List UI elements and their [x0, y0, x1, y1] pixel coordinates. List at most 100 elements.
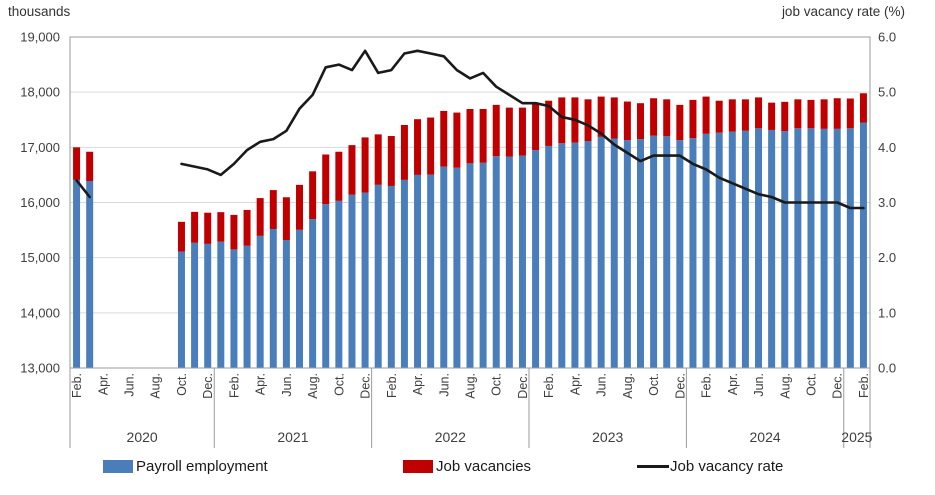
bar-job-vacancies: [348, 145, 356, 195]
bar-job-vacancies: [610, 97, 618, 139]
bar-payroll-employment: [361, 192, 369, 368]
year-label: 2025: [841, 429, 872, 445]
month-tick-label: Feb.: [385, 373, 399, 398]
right-axis-tick-label: 3.0: [878, 195, 896, 210]
bar-payroll-employment: [269, 228, 277, 368]
bar-job-vacancies: [755, 97, 763, 129]
left-axis-tick-label: 13,000: [20, 361, 60, 376]
bar-job-vacancies: [427, 117, 435, 175]
bar-payroll-employment: [781, 131, 789, 368]
job-vacancy-rate-line: [75, 49, 865, 210]
bar-payroll-employment: [414, 174, 422, 368]
right-axis-tick-label: 4.0: [878, 140, 896, 155]
payroll-employment-swatch: [103, 459, 133, 473]
bar-payroll-employment: [204, 243, 212, 368]
month-tick-label: Apr.: [411, 373, 425, 395]
bar-job-vacancies: [86, 151, 94, 181]
bar-job-vacancies: [374, 134, 382, 185]
bar-payroll-employment: [427, 174, 435, 368]
bar-payroll-employment: [479, 162, 487, 368]
chart-canvas: 2020 2021 2022 2023 2024 2025 Feb. Apr. Jun. Aug.…: [20, 30, 896, 448]
left-axis-tick-label: 17,000: [20, 140, 60, 155]
bar-job-vacancies: [689, 99, 697, 139]
legend-item-job-vacancy-rate: Job vacancy rate: [637, 456, 783, 476]
plot-border: [69, 36, 871, 369]
month-tick-label: Oct.: [490, 373, 504, 396]
bar-job-vacancies: [440, 110, 448, 167]
bar-payroll-employment: [610, 138, 618, 368]
bar-job-vacancies: [322, 154, 330, 205]
bar-job-vacancies: [479, 108, 487, 163]
bar-payroll-employment: [755, 128, 763, 368]
left-axis-tick-label: 15,000: [20, 250, 60, 265]
bar-payroll-employment: [335, 200, 343, 368]
right-axis-tick-label: 5.0: [878, 85, 896, 100]
bar-payroll-employment: [768, 129, 776, 368]
month-tick-label: Aug.: [306, 373, 320, 399]
bar-payroll-employment: [453, 167, 461, 368]
month-tick-label: Jun.: [437, 373, 451, 397]
bar-job-vacancies: [623, 101, 631, 141]
bar-job-vacancies: [846, 98, 854, 129]
month-tick-label: Aug.: [464, 373, 478, 399]
month-tick-label: Apr.: [568, 373, 582, 395]
bar-payroll-employment: [584, 140, 592, 368]
bar-job-vacancies: [269, 190, 277, 229]
legend-item-payroll-employment: Payroll employment: [103, 456, 268, 476]
bar-job-vacancies: [230, 214, 238, 250]
month-tick-label: Dec.: [673, 373, 687, 399]
bar-payroll-employment: [702, 133, 710, 368]
bar-payroll-employment: [466, 163, 474, 368]
bar-payroll-employment: [558, 143, 566, 368]
bar-job-vacancies: [505, 107, 513, 157]
bar-job-vacancies: [650, 98, 658, 136]
bar-job-vacancies: [335, 151, 343, 201]
bar-payroll-employment: [715, 132, 723, 368]
bar-job-vacancies: [676, 104, 684, 141]
bar-job-vacancies: [781, 101, 789, 132]
month-tick-label: Aug.: [149, 373, 163, 399]
year-label: 2023: [592, 429, 623, 445]
month-tick-label: Dec.: [516, 373, 530, 399]
month-tick-label: Dec.: [359, 373, 373, 399]
bar-payroll-employment: [571, 142, 579, 368]
month-tick-label: Jun.: [280, 373, 294, 397]
month-tick-label: Feb.: [542, 373, 556, 398]
bar-job-vacancies: [715, 100, 723, 133]
bar-payroll-employment: [374, 184, 382, 368]
bar-payroll-employment: [676, 140, 684, 368]
bar-job-vacancies: [177, 221, 185, 252]
right-axis-tick-label: 2.0: [878, 250, 896, 265]
month-tick-label: Feb.: [70, 373, 84, 398]
bar-payroll-employment: [256, 235, 264, 368]
bar-job-vacancies: [243, 209, 251, 246]
legend-item-job-vacancies: Job vacancies: [403, 456, 531, 476]
right-axis-tick-label: 6.0: [878, 30, 896, 45]
month-tick-label: Jun.: [752, 373, 766, 397]
left-axis-tick-label: 14,000: [20, 305, 60, 320]
month-tick-label: Oct.: [647, 373, 661, 396]
job-vacancy-rate-swatch: [637, 464, 669, 468]
month-tick-label: Oct.: [175, 373, 189, 396]
bar-payroll-employment: [623, 140, 631, 368]
bar-payroll-employment: [532, 150, 540, 368]
bar-payroll-employment: [545, 145, 553, 368]
bar-job-vacancies: [414, 119, 422, 175]
bar-payroll-employment: [650, 135, 658, 368]
bar-job-vacancies: [768, 102, 776, 130]
bar-job-vacancies: [282, 197, 290, 241]
bar-job-vacancies: [73, 147, 81, 180]
bar-payroll-employment: [191, 242, 199, 368]
bar-job-vacancies: [453, 112, 461, 168]
bar-payroll-employment: [73, 179, 81, 368]
bar-payroll-employment: [636, 139, 644, 368]
month-tick-label: Jun.: [595, 373, 609, 397]
year-label: 2022: [435, 429, 466, 445]
bar-job-vacancies: [597, 96, 605, 137]
bar-payroll-employment: [689, 138, 697, 368]
month-tick-label: Feb.: [227, 373, 241, 398]
month-tick-label: Oct.: [804, 373, 818, 396]
right-axis-tick-label: 0.0: [878, 361, 896, 376]
job-vacancies-swatch: [403, 459, 433, 473]
